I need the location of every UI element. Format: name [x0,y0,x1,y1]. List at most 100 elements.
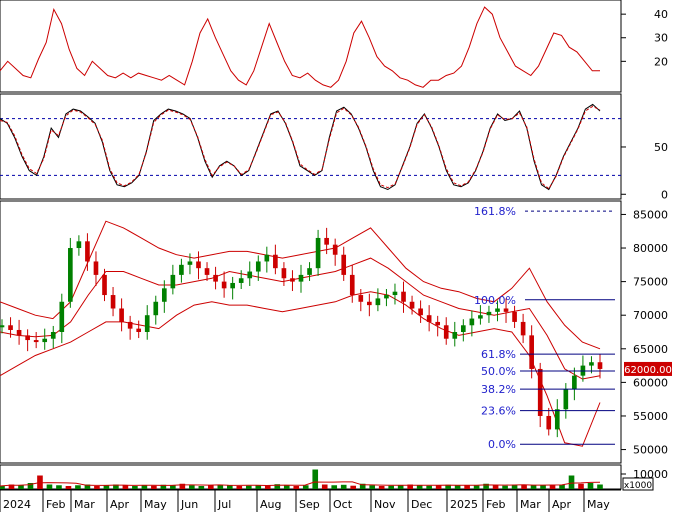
candle-body-26 [221,281,227,289]
price-axis-tick-label-1: 55000 [633,410,668,423]
fib-label-3: 50.0% [481,365,516,378]
price-axis-tick-label-3: 65000 [633,343,668,356]
x-axis-label-16: May [587,498,610,511]
candle-body-14 [119,308,124,322]
candle-body-45 [384,295,389,299]
candle-body-48 [409,301,415,309]
adx-series-line [0,6,600,88]
volume-bar-46 [435,485,442,489]
volume-bar-18 [170,485,176,489]
candle-body-40 [341,254,347,275]
candle-body-41 [349,274,355,296]
candle-body-65 [554,409,560,430]
candle-body-24 [204,268,210,275]
candle-body-12 [102,274,107,296]
price-badge-label: 62000.00 [624,365,672,376]
price-axis-tick-label-7: 85000 [633,208,668,221]
volume-bar-58 [549,485,556,489]
candle-body-6 [50,332,56,339]
candle-body-21 [179,264,184,275]
volume-bar-30 [283,485,290,489]
x-axis-label-1: Feb [46,498,65,511]
adx-axis-tick-label-0: 20 [654,55,668,68]
volume-bar-7 [65,486,72,489]
candle-body-17 [144,315,150,332]
volume-frame [0,464,622,490]
volume-bar-61 [578,483,584,489]
candle-body-33 [281,268,287,279]
volume-bar-31 [293,486,300,489]
candle-body-19 [161,288,167,302]
volume-bar-45 [426,485,432,489]
volume-bar-21 [198,486,205,489]
candle-body-5 [42,338,48,343]
x-axis-label-10: Nov [374,498,396,511]
candle-body-31 [264,254,270,262]
volume-bar-57 [540,485,546,489]
volume-bar-38 [359,483,366,489]
volume-bar-19 [179,483,186,489]
volume-bar-44 [416,485,423,489]
candle-body-69 [589,362,594,366]
volume-bar-33 [312,469,319,489]
volume-bar-37 [350,485,357,489]
stochastic-panel: 0 50 [0,93,668,201]
candle-body-22 [187,261,193,265]
candle-body-43 [367,301,372,306]
volume-bar-4 [37,475,43,489]
x-axis-label-13: Feb [486,498,505,511]
x-axis-label-5: Jun [180,498,198,511]
price-axis-tick-label-6: 80000 [633,242,668,255]
stochastic-axis-tick-label-0: 0 [661,188,668,201]
x-axis-label-6: Jul [217,498,231,511]
volume-bar-41 [388,485,394,489]
candle-body-51 [435,321,441,326]
bollinger-lower-band [0,291,601,447]
candle-body-8 [68,248,73,302]
candle-body-47 [401,291,406,302]
volume-bar-22 [208,485,214,489]
candle-body-53 [452,332,458,339]
volume-bar-28 [264,485,271,489]
x-axis-label-12: 2025 [450,498,478,511]
candle-body-39 [332,244,338,255]
x-axis-label-0: 2024 [3,498,31,511]
fib-label-2: 61.8% [481,348,516,361]
candle-body-44 [375,298,381,306]
fib-label-0: 161.8% [474,205,516,218]
candle-body-34 [290,278,295,282]
x-axis-label-14: Mar [520,498,541,511]
candle-body-55 [469,318,475,326]
volume-bar-62 [587,483,594,489]
volume-bar-0 [0,486,5,489]
candle-body-67 [572,375,577,390]
candle-body-2 [16,329,22,336]
volume-unit-frame [622,477,654,491]
candle-body-32 [273,254,278,269]
volume-bar-3 [27,483,34,489]
candle-body-23 [196,261,201,269]
candle-body-18 [153,301,159,316]
fib-label-6: 0.0% [488,438,516,451]
volume-bar-54 [511,484,518,489]
candle-body-52 [443,325,449,339]
x-axis-label-2: Mar [74,498,95,511]
candle-body-28 [238,278,244,283]
volume-bar-24 [226,485,233,489]
x-axis-label-7: Aug [260,498,281,511]
volume-ma-line [0,481,601,487]
volume-bar-42 [397,485,404,489]
volume-bar-52 [492,485,499,489]
fib-label-1: 100.0% [474,294,516,307]
volume-bar-20 [189,485,195,489]
volume-bar-11 [103,485,110,489]
volume-bar-29 [274,484,281,489]
volume-bar-9 [84,484,91,489]
volume-bar-60 [568,475,575,489]
candle-body-36 [307,268,312,275]
volume-bar-23 [217,484,224,489]
volume-bar-56 [530,485,537,489]
candle-body-4 [33,340,39,343]
volume-bar-26 [245,485,252,489]
x-axis: 2024 Feb Mar Apr May Jun Jul Aug Sep Oct Nov Dec 202… [0,489,621,512]
